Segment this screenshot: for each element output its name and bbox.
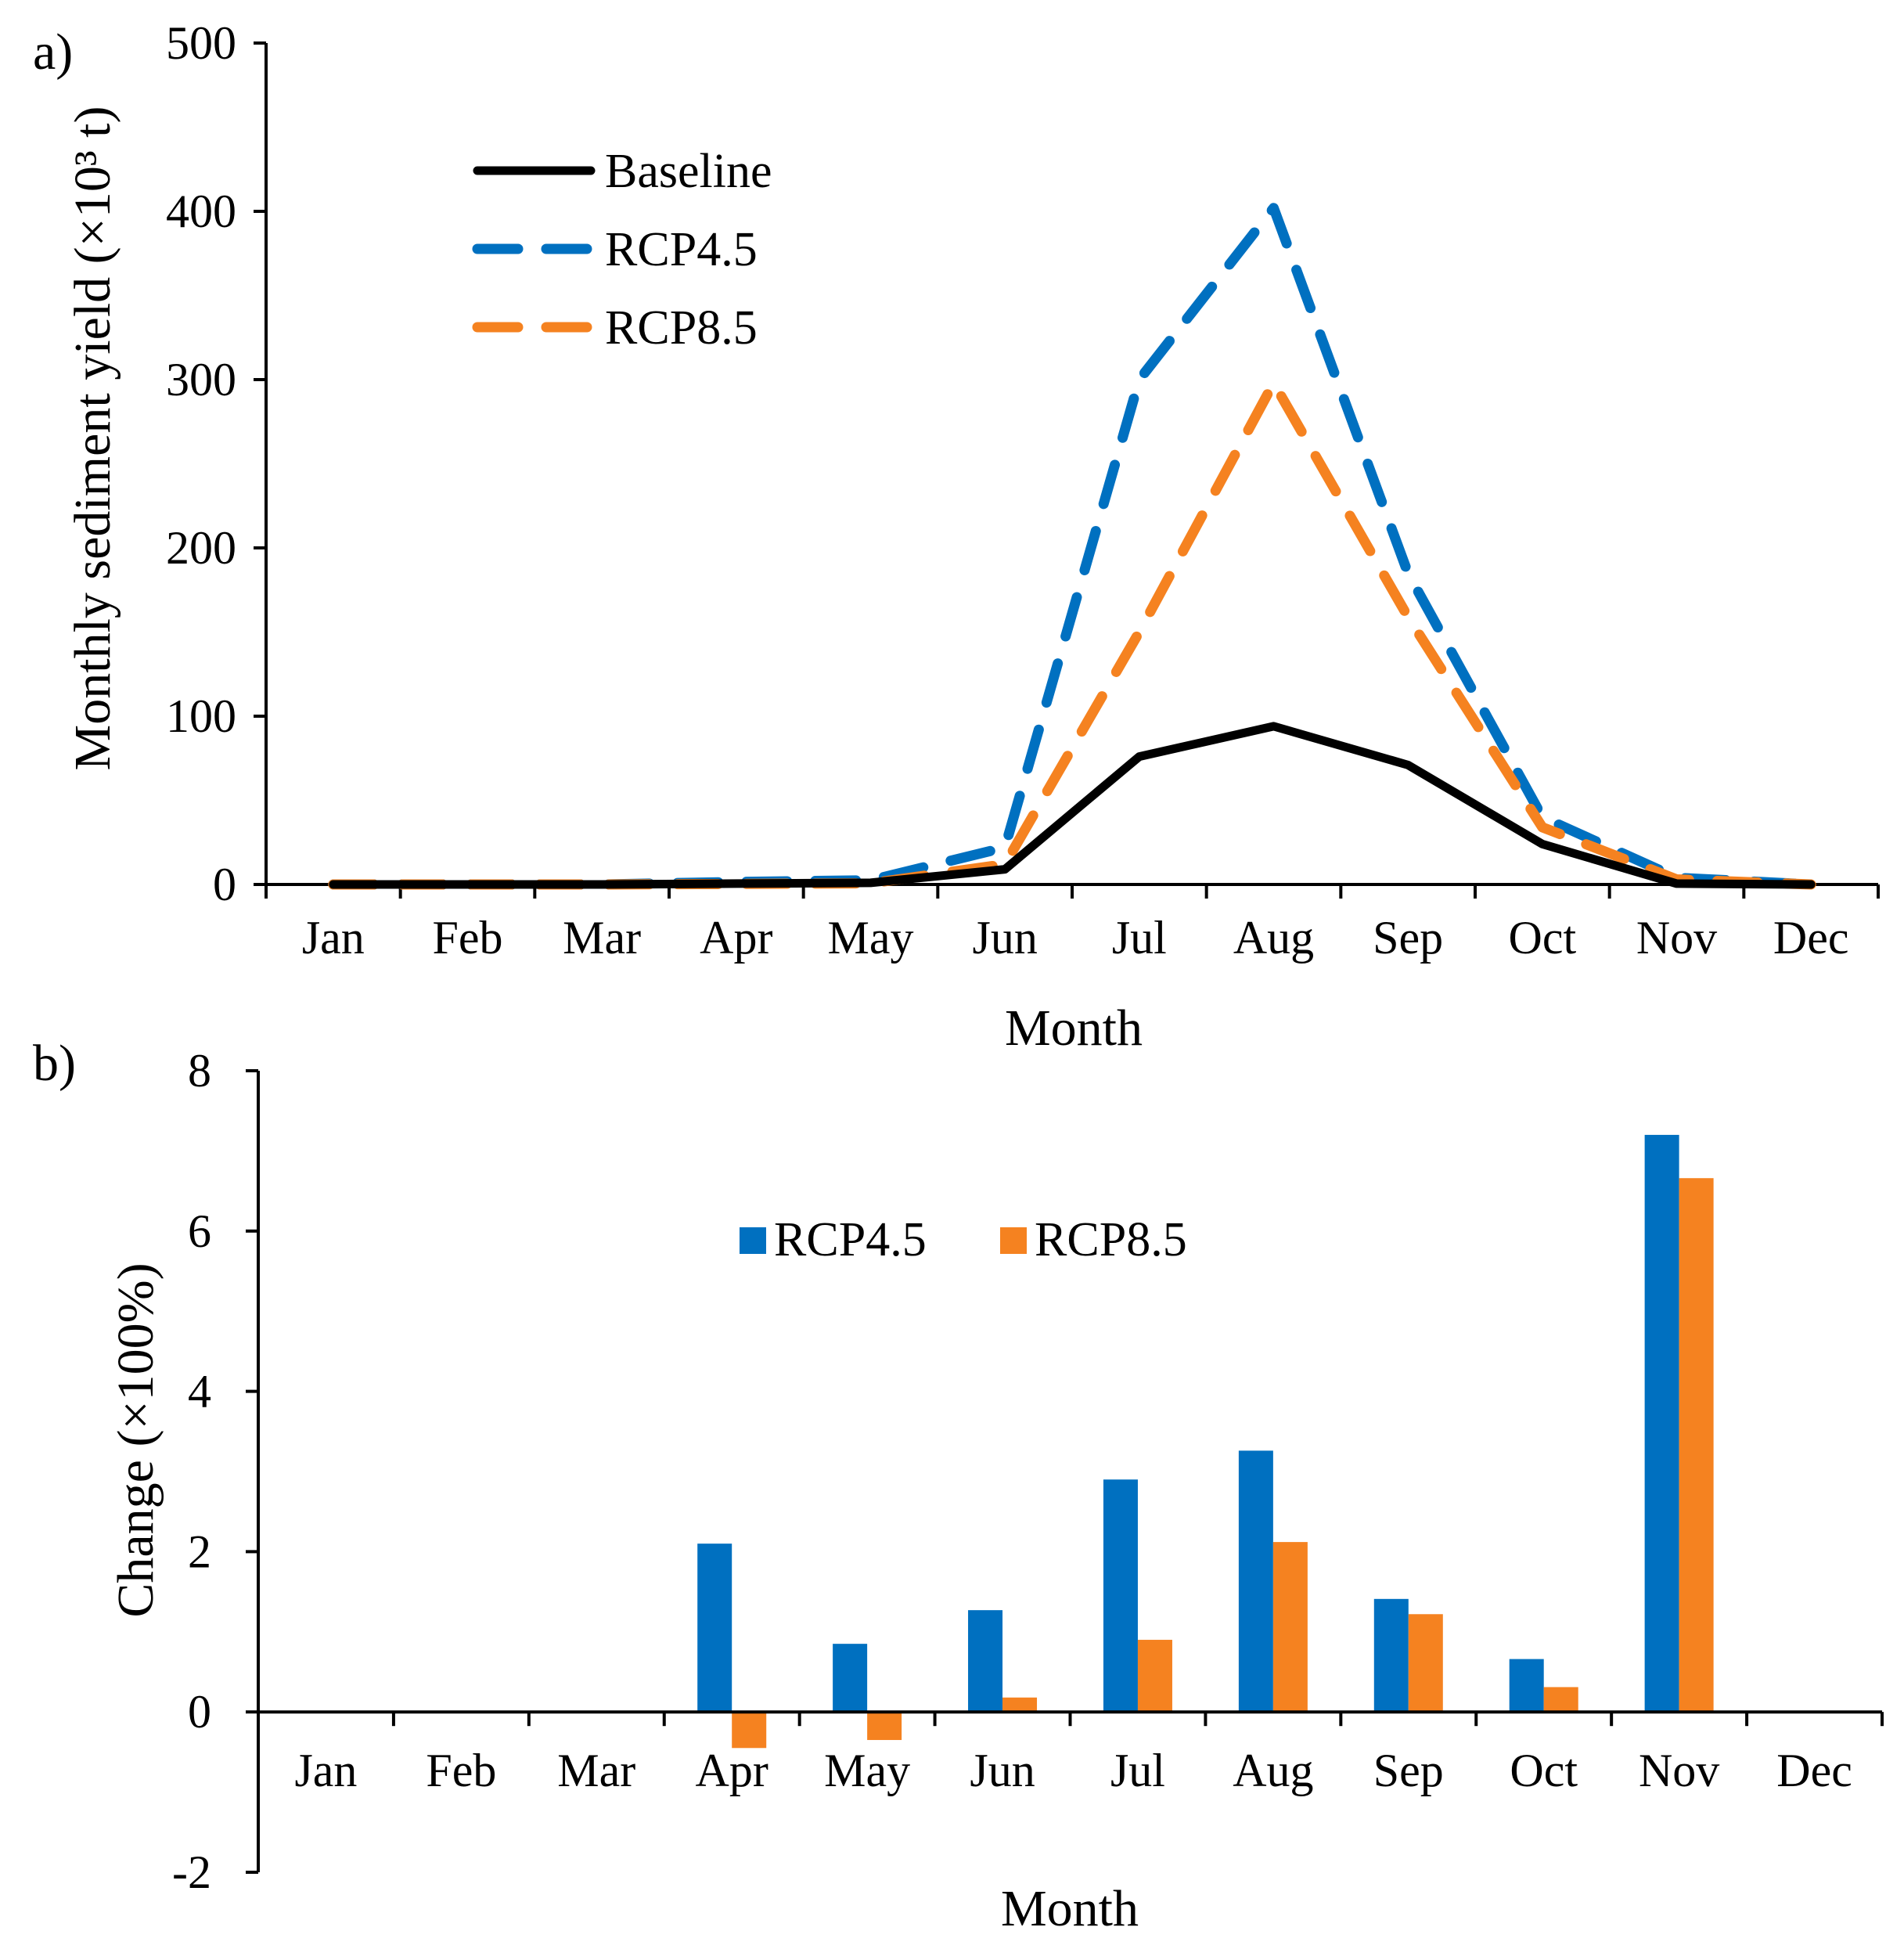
panel-b-bars xyxy=(697,1134,1714,1749)
panel-b-bar-rcp8-5 xyxy=(867,1712,902,1741)
panel-a-y-tick-label: 100 xyxy=(166,690,236,742)
panel-b-legend-label: RCP8.5 xyxy=(1035,1213,1187,1266)
panel-b-label: b) xyxy=(33,1035,76,1092)
panel-a-x-axis-title: Month xyxy=(1005,1000,1143,1057)
panel-a-x-tick-label: May xyxy=(828,912,914,964)
panel-b-bar-rcp4-5 xyxy=(697,1544,732,1713)
panel-b-bar-rcp4-5 xyxy=(1373,1598,1409,1713)
panel-a-legend-label: RCP4.5 xyxy=(605,223,758,276)
panel-b-bar-rcp4-5 xyxy=(1509,1659,1544,1713)
panel-a-legend-label: RCP8.5 xyxy=(605,301,758,355)
panel-b-x-tick-label: Nov xyxy=(1639,1745,1719,1796)
panel-b-bar-rcp8-5 xyxy=(1408,1614,1443,1713)
panel-a-x-tick-label: Sep xyxy=(1373,912,1443,964)
panel-b-x-tick-label: Jun xyxy=(970,1745,1035,1796)
panel-a-x-tick-label: Jan xyxy=(302,912,365,964)
panel-b-x-axis-title: Month xyxy=(1001,1880,1139,1937)
panel-a-x-tick-label: Jul xyxy=(1112,912,1167,964)
panel-b-x-tick-label: Dec xyxy=(1776,1745,1852,1796)
panel-b-x-tick-label: Jul xyxy=(1110,1745,1165,1796)
panel-a-axes: 0 100 200 300 400 500 Jan Feb Mar Apr May Jun Jul Aug… xyxy=(166,17,1880,964)
panel-b-bar-rcp8-5 xyxy=(1543,1687,1578,1713)
panel-b-bar-rcp4-5 xyxy=(1644,1134,1679,1713)
panel-b-bar-rcp4-5 xyxy=(1103,1479,1138,1713)
panel-b-bar-chart: b) Change (×100%) Month -2 0 2 4 6 8 Jan Feb Mar… xyxy=(33,1035,1884,1937)
panel-b-x-tick-label: Sep xyxy=(1373,1745,1444,1796)
panel-a-line-rcp4-5 xyxy=(328,203,1816,890)
panel-a-y-tick-label: 0 xyxy=(213,859,236,910)
panel-b-x-tick-label: Jan xyxy=(294,1745,357,1796)
panel-b-y-tick-label: 2 xyxy=(188,1526,211,1577)
panel-b-bar-rcp8-5 xyxy=(1679,1178,1714,1713)
panel-a-series xyxy=(328,203,1816,890)
panel-a-x-tick-label: Mar xyxy=(563,912,641,964)
panel-a-x-tick-label: Aug xyxy=(1233,912,1314,964)
panel-b-bar-rcp4-5 xyxy=(833,1644,868,1713)
panel-b-x-tick-label: Mar xyxy=(557,1745,635,1796)
panel-b-bar-rcp8-5 xyxy=(1002,1697,1038,1713)
panel-b-x-tick-label: Feb xyxy=(426,1745,496,1796)
panel-b-y-tick-label: 6 xyxy=(188,1205,211,1257)
panel-a-x-tick-label: Nov xyxy=(1636,912,1717,964)
panel-a-y-tick-label: 400 xyxy=(166,186,236,237)
panel-a-legend-label: Baseline xyxy=(605,145,772,198)
panel-b-y-tick-label: -2 xyxy=(172,1846,211,1898)
panel-b-bar-rcp4-5 xyxy=(968,1610,1003,1713)
panel-b-x-tick-label: May xyxy=(824,1745,910,1796)
panel-a-x-tick-label: Oct xyxy=(1509,912,1577,964)
panel-a-x-tick-label: Apr xyxy=(700,912,772,964)
panel-a-y-tick-label: 500 xyxy=(166,17,236,69)
panel-b-legend-label: RCP4.5 xyxy=(774,1213,927,1266)
panel-b-axes: -2 0 2 4 6 8 Jan Feb Mar Apr May Jun Jul Aug Sep Oct Nov… xyxy=(172,1045,1884,1898)
panel-b-y-tick-label: 8 xyxy=(188,1045,211,1097)
panel-a-x-tick-label: Feb xyxy=(433,912,503,964)
panel-b-y-axis-title: Change (×100%) xyxy=(107,1263,164,1617)
panel-b-x-tick-label: Apr xyxy=(696,1745,768,1796)
panel-b-y-tick-label: 0 xyxy=(188,1686,211,1738)
panel-b-y-tick-label: 4 xyxy=(188,1366,211,1417)
panel-b-bar-rcp4-5 xyxy=(1238,1450,1273,1713)
panel-b-legend-swatch-rcp8-5 xyxy=(1000,1227,1027,1254)
panel-b-bar-rcp8-5 xyxy=(1272,1542,1308,1713)
panel-a-y-tick-label: 300 xyxy=(166,354,236,405)
panel-b-bar-rcp8-5 xyxy=(732,1712,767,1749)
panel-a-line-chart: a) Monthly sediment yield (×10³ t) Month… xyxy=(33,17,1880,1057)
panel-a-line-baseline xyxy=(329,722,1816,889)
panel-a-y-tick-label: 200 xyxy=(166,522,236,574)
panel-a-x-tick-label: Dec xyxy=(1773,912,1849,964)
panel-a-y-axis-title: Monthly sediment yield (×10³ t) xyxy=(64,106,121,771)
panel-b-legend-swatch-rcp4-5 xyxy=(740,1227,766,1254)
panel-a-x-tick-label: Jun xyxy=(972,912,1037,964)
panel-a-legend: Baseline RCP4.5 RCP8.5 xyxy=(472,145,772,355)
panel-b-x-tick-label: Oct xyxy=(1510,1745,1578,1796)
panel-b-legend: RCP4.5 RCP8.5 xyxy=(740,1213,1187,1266)
panel-b-x-tick-label: Aug xyxy=(1233,1745,1313,1796)
panel-a-label: a) xyxy=(33,23,73,81)
panel-b-bar-rcp8-5 xyxy=(1137,1640,1172,1713)
